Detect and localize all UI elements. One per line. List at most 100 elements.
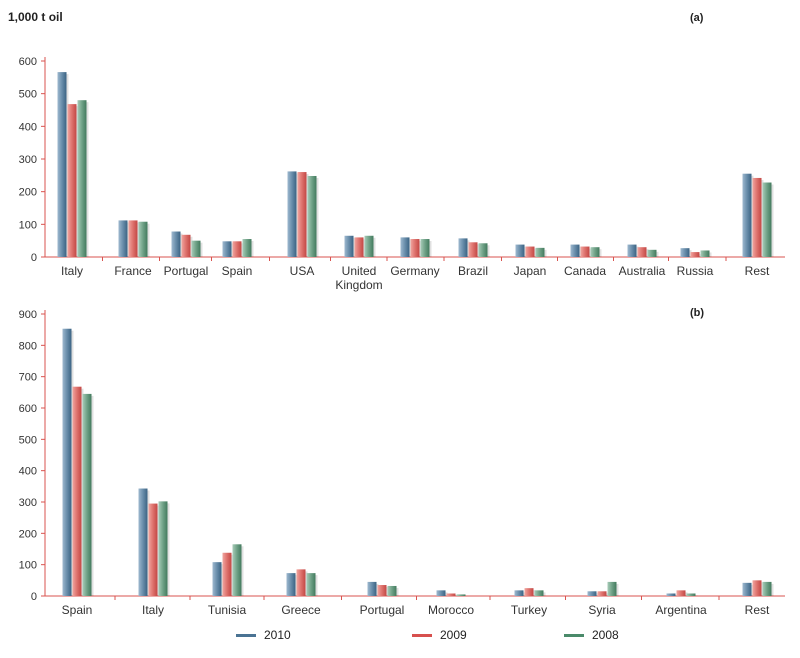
bar-2009 (354, 237, 364, 257)
y-tick-label: 0 (31, 591, 37, 603)
panel-label-b: (b) (690, 307, 705, 319)
y-tick-label: 400 (19, 121, 37, 133)
bar-2009 (752, 580, 762, 596)
bar-2010 (62, 328, 72, 596)
bar-2008 (420, 239, 430, 257)
x-tick-label: Greece (281, 603, 321, 617)
x-tick-label: United Kingdom (335, 264, 382, 292)
bar-2010 (742, 173, 752, 257)
y-tick-label: 300 (19, 497, 37, 509)
bar-2008 (647, 249, 657, 257)
bar-2010 (400, 237, 410, 257)
bar-2008 (535, 247, 545, 257)
bar-2008 (232, 544, 242, 596)
bar-2008 (686, 593, 696, 596)
bar-2009 (297, 172, 307, 257)
bar-2008 (534, 590, 544, 596)
y-tick-label: 300 (19, 154, 37, 166)
bar-2009 (597, 591, 607, 596)
bar-2010 (458, 238, 468, 257)
x-tick-label: Spain (62, 603, 93, 617)
bar-2008 (456, 594, 466, 596)
bar-2009 (148, 503, 158, 596)
bar-2010 (515, 244, 525, 257)
bar-2010 (570, 244, 580, 257)
bar-2009 (222, 552, 232, 596)
y-tick-label: 100 (19, 560, 37, 572)
y-tick-label: 800 (19, 340, 37, 352)
panel-a: 0 100 200 300 400 500 600 Italy France Portugal Sp… (19, 56, 785, 292)
bar-2009 (128, 220, 138, 257)
bar-2010 (212, 562, 222, 596)
x-tick-label: Portugal (360, 603, 405, 617)
bar-2009 (72, 386, 82, 596)
y-tick-label: 600 (19, 56, 37, 68)
bar-2010 (57, 72, 67, 258)
bar-2010 (742, 582, 752, 596)
x-tick-label: Spain (222, 264, 253, 278)
bar-2008 (387, 585, 397, 596)
bar-2009 (377, 585, 387, 596)
bar-2008 (590, 247, 600, 257)
bar-2009 (67, 104, 77, 258)
y-tick-label: 500 (19, 89, 37, 101)
bar-2008 (364, 235, 374, 257)
bar-2009 (637, 247, 647, 257)
x-tick-label: Syria (588, 603, 616, 617)
y-tick-label: 200 (19, 187, 37, 199)
bar-2010 (344, 235, 354, 257)
bar-2008 (478, 243, 488, 257)
x-tick-label: Argentina (655, 603, 707, 617)
bar-2010 (286, 573, 296, 596)
y-tick-label: 600 (19, 403, 37, 415)
legend-label-2009: 2009 (440, 628, 467, 642)
x-tick-label: Rest (745, 264, 770, 278)
legend-item-2009: 2009 (412, 628, 467, 642)
bar-2010 (171, 231, 181, 257)
legend-swatch-2009 (412, 633, 432, 637)
unit-label: 1,000 t oil (8, 10, 63, 24)
y-tick-label: 0 (31, 252, 37, 264)
y-tick-label: 100 (19, 219, 37, 231)
x-tick-label: Portugal (164, 264, 209, 278)
legend-label-2010: 2010 (264, 628, 291, 642)
bar-2010 (666, 593, 676, 596)
bar-2009 (580, 246, 590, 257)
legend-item-2008: 2008 (564, 628, 619, 642)
x-tick-label: Japan (514, 264, 547, 278)
bar-2010 (587, 591, 597, 596)
bar-2010 (138, 488, 148, 596)
bar-2008 (242, 239, 252, 257)
bar-2009 (468, 242, 478, 257)
x-tick-label: Tunisia (208, 603, 247, 617)
bar-2008 (306, 573, 316, 596)
x-tick-label: France (114, 264, 152, 278)
y-tick-label: 700 (19, 372, 37, 384)
x-tick-label: Italy (142, 603, 164, 617)
bar-2008 (307, 175, 317, 257)
legend-label-2008: 2008 (592, 628, 619, 642)
bar-2009 (752, 177, 762, 257)
bar-2008 (158, 501, 168, 596)
bar-2009 (181, 234, 191, 257)
x-tick-label: USA (290, 264, 315, 278)
bar-2010 (287, 171, 297, 257)
bar-2008 (762, 182, 772, 257)
y-tick-label: 900 (19, 309, 37, 321)
bar-2010 (680, 248, 690, 257)
legend-swatch-2010 (236, 633, 256, 637)
x-tick-label: Russia (677, 264, 714, 278)
bar-2009 (676, 590, 686, 596)
bar-2009 (410, 239, 420, 257)
bar-2008 (138, 221, 148, 257)
bar-2009 (525, 246, 535, 257)
bar-2008 (607, 581, 617, 596)
x-tick-label: Italy (61, 264, 83, 278)
bar-2008 (82, 393, 92, 596)
x-tick-label: Canada (564, 264, 606, 278)
bar-2009 (690, 252, 700, 257)
panel-b: 0 100 200 300 400 500 600 700 800 900 Spain Italy Tu… (19, 309, 785, 617)
y-tick-label: 400 (19, 466, 37, 478)
x-tick-label: Rest (745, 603, 770, 617)
